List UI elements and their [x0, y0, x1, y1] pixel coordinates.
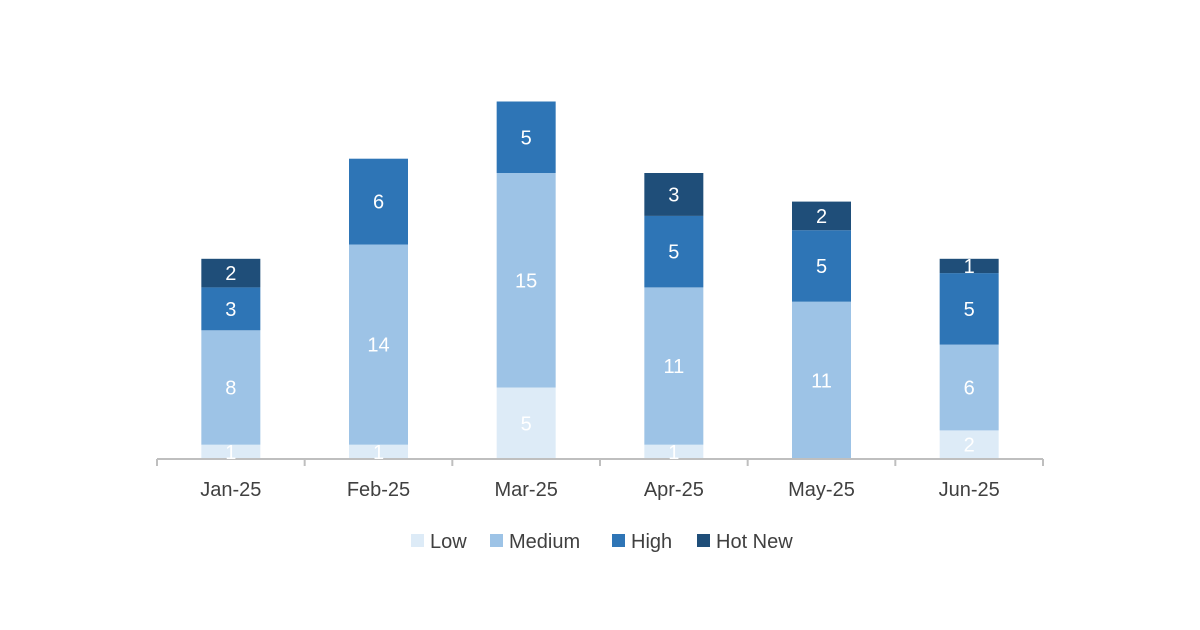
x-tick-label: May-25 — [788, 479, 855, 501]
data-label: 3 — [668, 184, 679, 206]
bar-medium-jan-25 — [201, 330, 261, 445]
legend-label-medium: Medium — [509, 531, 580, 553]
bar-medium-apr-25 — [644, 287, 704, 445]
bar-low-feb-25 — [349, 444, 408, 459]
data-label: 1 — [668, 442, 679, 464]
legend-swatch-high — [612, 534, 625, 547]
bar-high-may-25 — [792, 230, 851, 302]
legend-swatch-medium — [490, 534, 503, 547]
bar-low-mar-25 — [496, 387, 556, 459]
data-label: 14 — [367, 335, 389, 357]
bar-hot-new-may-25 — [792, 201, 851, 231]
legend-label-high: High — [631, 531, 672, 553]
legend-label-hot-new: Hot New — [716, 531, 793, 553]
bar-low-jan-25 — [201, 444, 261, 459]
data-label: 5 — [964, 299, 975, 321]
data-label: 1 — [964, 256, 975, 278]
bar-low-apr-25 — [644, 444, 704, 459]
data-label: 5 — [521, 127, 532, 149]
bar-high-jan-25 — [201, 287, 261, 331]
data-label: 11 — [811, 370, 832, 392]
data-label: 6 — [964, 378, 975, 400]
data-label: 5 — [668, 242, 679, 264]
x-tick-label: Mar-25 — [494, 479, 557, 501]
bar-medium-may-25 — [792, 301, 851, 459]
x-tick-label: Feb-25 — [347, 479, 410, 501]
data-label: 5 — [816, 256, 827, 278]
data-label: 6 — [373, 192, 384, 214]
x-tick-labels: Jan-25 Feb-25 Mar-25 Apr-25 May-25 Jun-25 — [200, 479, 999, 501]
x-tick-label: Jun-25 — [939, 479, 1000, 501]
bar-medium-mar-25 — [496, 173, 556, 388]
legend-swatch-low — [411, 534, 424, 547]
bar-high-feb-25 — [349, 158, 408, 245]
data-label: 8 — [225, 378, 236, 400]
legend-swatch-hot-new — [697, 534, 710, 547]
x-axis — [156, 458, 1044, 466]
bar-high-jun-25 — [939, 273, 999, 345]
bar-hot-new-jun-25 — [939, 258, 999, 274]
data-label: 15 — [515, 270, 537, 292]
data-label: 1 — [225, 442, 236, 464]
data-label: 5 — [521, 413, 532, 435]
bar-low-jun-25 — [939, 430, 999, 459]
x-tick-label: Jan-25 — [200, 479, 261, 501]
bar-hot-new-jan-25 — [201, 258, 261, 288]
legend: Low Medium High Hot New — [411, 531, 793, 553]
data-label: 3 — [225, 299, 236, 321]
data-label: 2 — [225, 263, 236, 285]
bar-high-apr-25 — [644, 215, 704, 288]
bar-high-mar-25 — [496, 101, 556, 173]
legend-label-low: Low — [430, 531, 467, 553]
bars-layer — [201, 101, 999, 459]
bar-hot-new-apr-25 — [644, 173, 704, 216]
bar-medium-jun-25 — [939, 344, 999, 431]
x-tick-label: Apr-25 — [644, 479, 704, 501]
data-label: 11 — [663, 356, 684, 378]
data-label: 1 — [373, 442, 384, 464]
bar-medium-feb-25 — [349, 244, 408, 445]
data-label: 2 — [816, 206, 827, 228]
data-label: 2 — [964, 435, 975, 457]
